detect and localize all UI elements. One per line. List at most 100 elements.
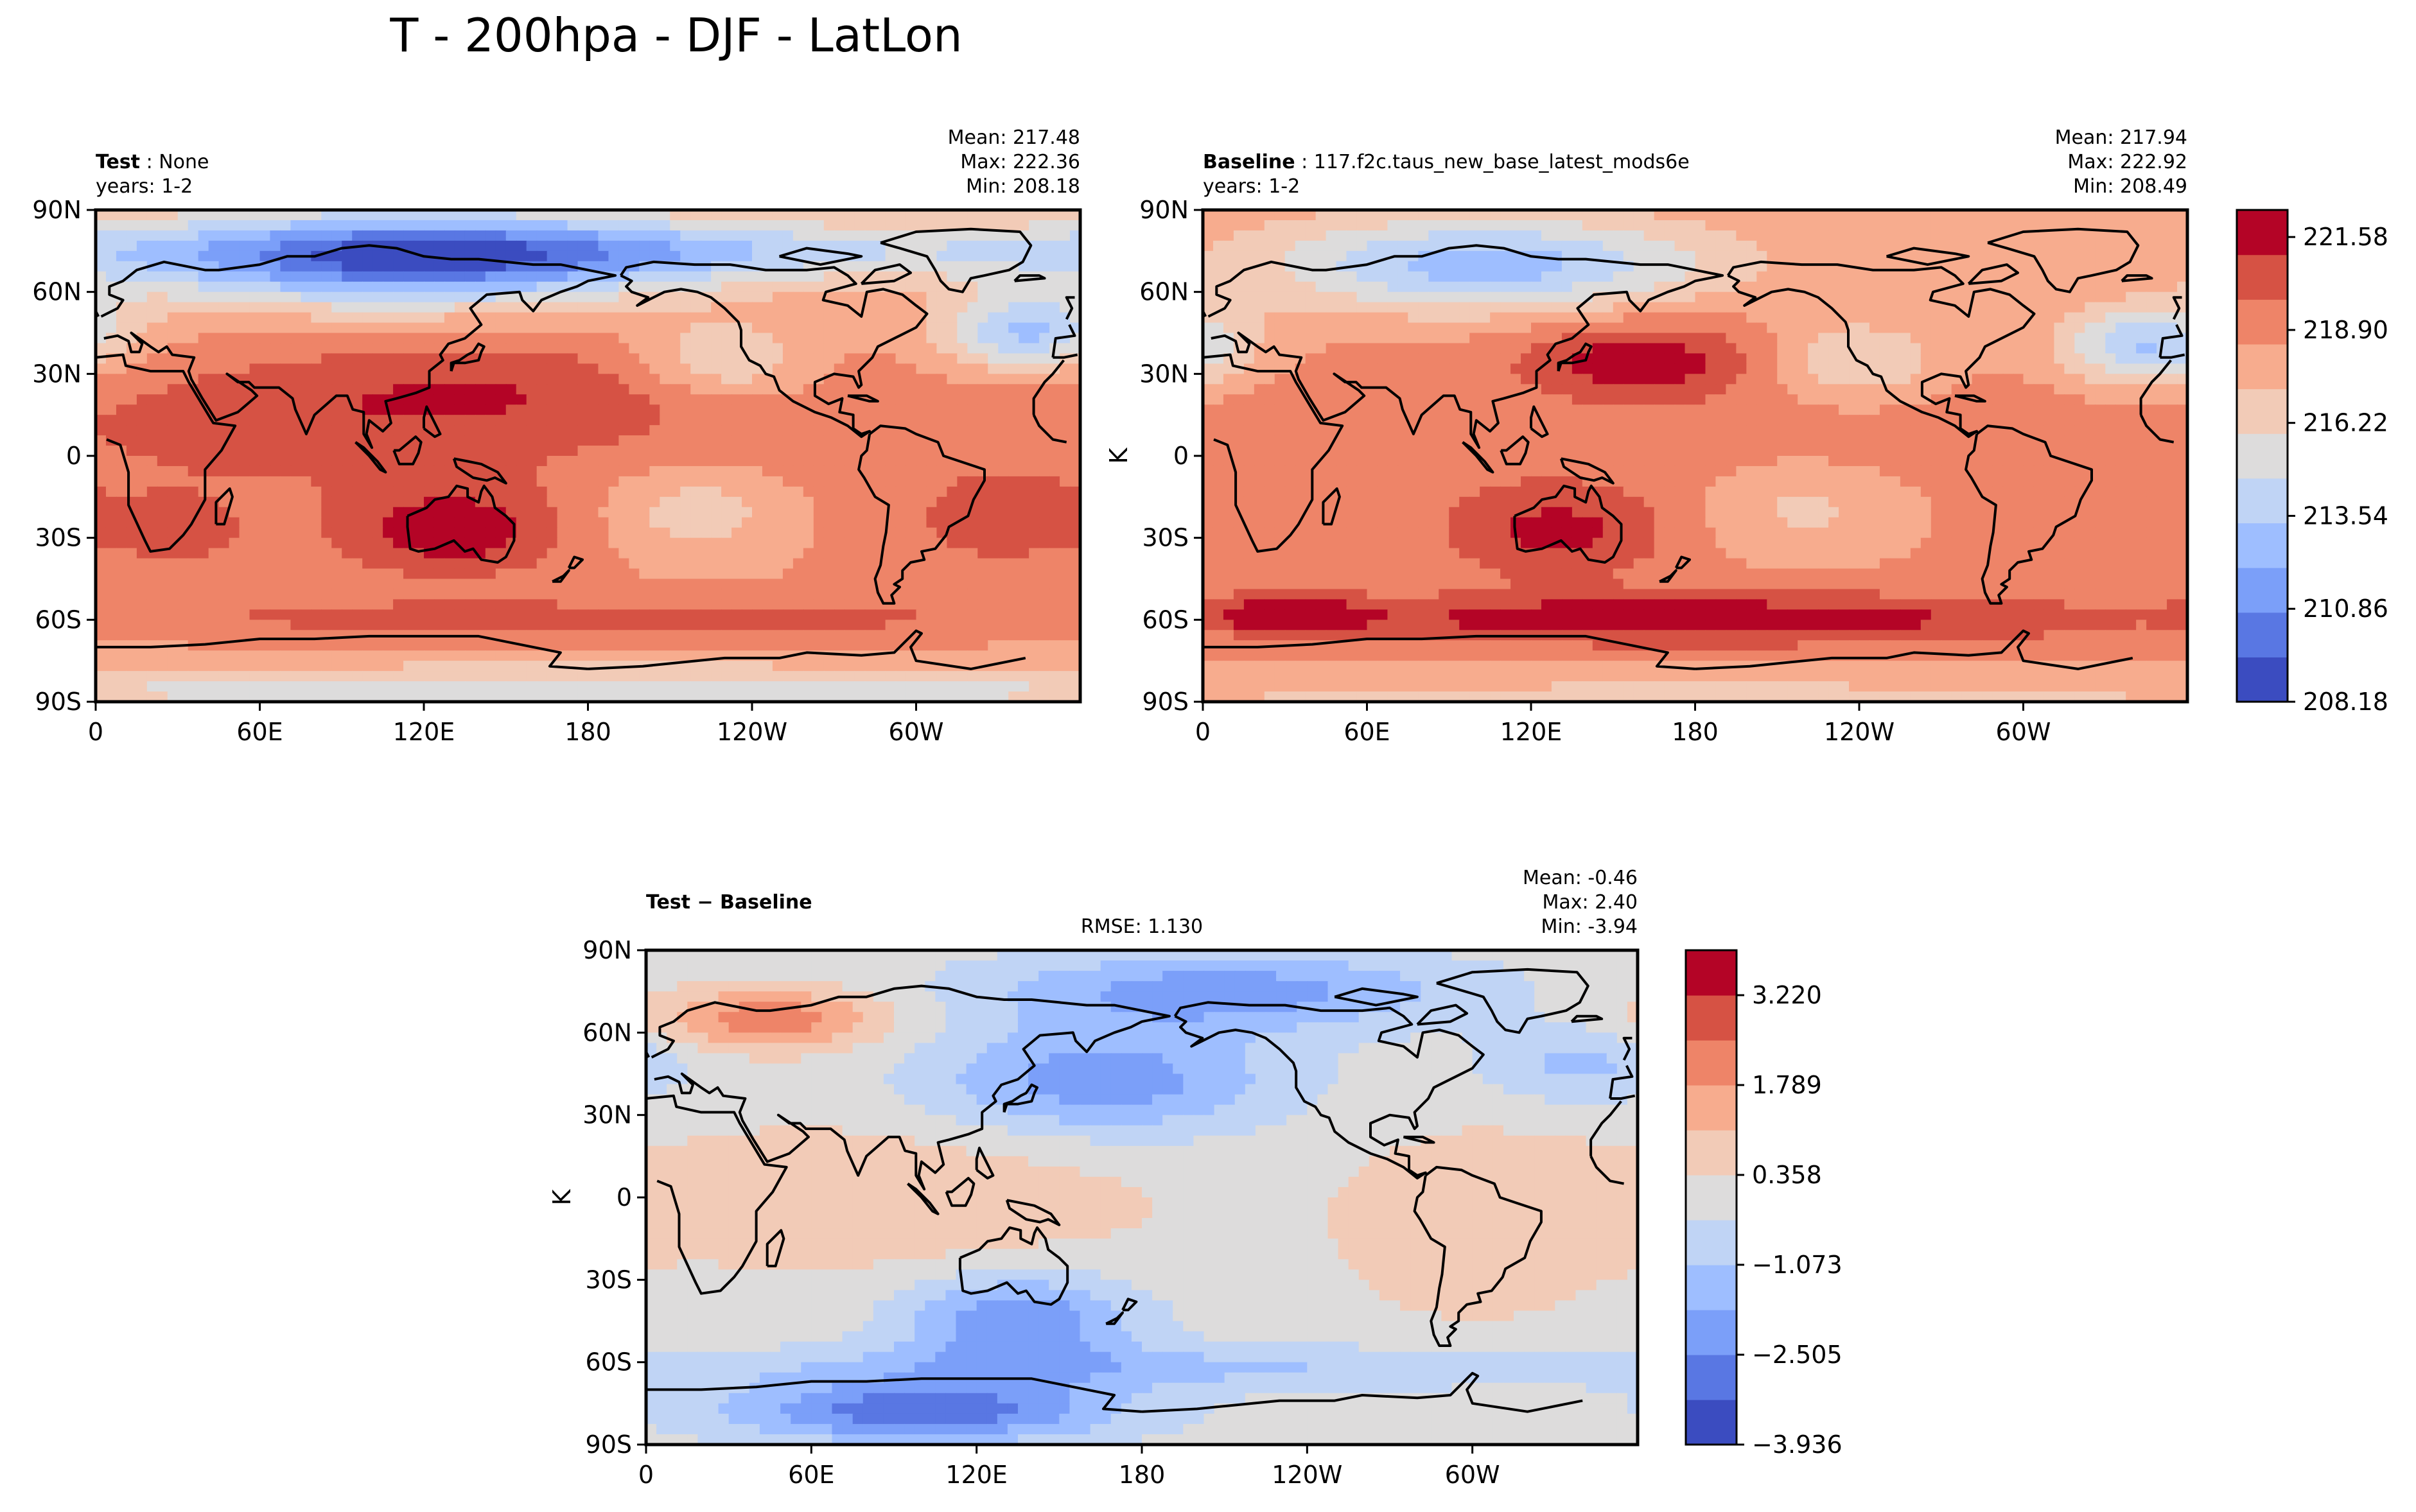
test-field-cell (844, 671, 855, 682)
test-field-cell (383, 271, 394, 282)
test-field-cell (998, 558, 1010, 569)
test-field-cell (495, 230, 507, 241)
test-field-cell (239, 363, 250, 375)
test-field-cell (505, 456, 517, 467)
test-field-cell (547, 230, 558, 241)
test-field-cell (660, 507, 671, 518)
test-field-cell (198, 517, 209, 528)
test-field-cell (505, 230, 517, 241)
test-field-cell (711, 630, 722, 641)
test-field-cell (424, 661, 435, 672)
test-field-cell (505, 404, 517, 415)
test-field-cell (239, 291, 250, 303)
test-field-cell (547, 240, 558, 252)
test-field-cell (229, 620, 240, 631)
test-field-cell (301, 353, 312, 365)
test-field-cell (505, 486, 517, 498)
baseline-field-cell (1602, 210, 1614, 221)
test-field-cell (1019, 465, 1029, 477)
test-field-cell (301, 671, 312, 682)
test-field-cell (96, 446, 107, 456)
test-field-cell (792, 527, 804, 539)
test-field-cell (1029, 210, 1040, 221)
test-field-cell (926, 578, 938, 590)
test-field-cell (803, 558, 814, 569)
test-field-cell (105, 630, 117, 641)
test-field-cell (701, 456, 712, 467)
test-field-cell (731, 220, 742, 231)
test-field-cell (618, 537, 630, 549)
test-field-cell (464, 394, 476, 406)
test-field-cell (711, 589, 722, 600)
test-field-cell (998, 250, 1010, 262)
test-field-cell (146, 271, 158, 282)
test-field-cell (454, 568, 466, 580)
test-field-cell (701, 220, 712, 231)
test-field-cell (772, 558, 783, 569)
test-field-cell (762, 291, 773, 303)
test-field-cell (383, 691, 394, 702)
test-field-cell (1070, 456, 1081, 467)
test-field-cell (188, 210, 199, 221)
test-field-cell (311, 486, 322, 498)
test-field-cell (424, 456, 435, 467)
baseline-field-cell (2023, 220, 2035, 231)
test-field-cell (670, 353, 681, 365)
test-field-cell (414, 527, 425, 539)
test-field-cell (957, 404, 968, 415)
test-field-cell (259, 661, 271, 672)
test-field-cell (208, 465, 220, 477)
test-field-cell (331, 496, 343, 508)
test-field-cell (393, 681, 404, 692)
test-field-cell (433, 578, 445, 590)
test-field-cell (629, 363, 640, 375)
test-field-cell (414, 404, 425, 415)
test-field-cell (485, 446, 496, 456)
test-field-cell (198, 527, 209, 539)
test-field-cell (311, 353, 322, 365)
test-field-cell (649, 640, 661, 652)
baseline-field-cell (1900, 220, 1911, 231)
test-field-cell (854, 640, 866, 652)
test-field-cell (290, 671, 302, 682)
test-field-cell (249, 425, 261, 436)
test-field-cell (198, 661, 209, 672)
test-field-cell (947, 537, 958, 549)
test-field-cell (1060, 261, 1071, 272)
test-field-cell (701, 527, 712, 539)
test-field-cell (270, 261, 281, 272)
test-field-cell (916, 599, 927, 611)
test-field-cell (403, 578, 414, 590)
test-field-cell (331, 558, 343, 569)
test-field-cell (424, 691, 435, 702)
test-field-cell (844, 435, 855, 446)
test-field-cell (567, 333, 579, 344)
test-field-cell (618, 568, 630, 580)
test-field-cell (229, 589, 240, 600)
test-field-cell (762, 210, 773, 221)
test-field-cell (454, 394, 466, 406)
test-field-cell (229, 527, 240, 539)
test-field-cell (96, 517, 107, 528)
test-field-cell (670, 527, 681, 539)
test-field-cell (690, 404, 701, 415)
test-field-cell (895, 691, 907, 702)
test-field-cell (414, 394, 425, 406)
test-field-cell (311, 620, 322, 631)
baseline-field-cell (1233, 240, 1245, 252)
test-field-cell (629, 620, 640, 631)
test-field-cell (803, 671, 814, 682)
test-field-cell (875, 640, 886, 652)
test-field-cell (721, 250, 732, 262)
test-field-cell (701, 425, 712, 436)
test-field-cell (618, 404, 630, 415)
test-field-cell (403, 496, 414, 508)
test-field-cell (403, 415, 414, 426)
test-field-cell (906, 333, 917, 344)
test-field-cell (331, 517, 343, 528)
test-field-cell (813, 517, 825, 528)
test-field-cell (639, 220, 651, 231)
test-field-cell (844, 312, 855, 324)
baseline-field-cell (1900, 230, 1911, 241)
test-field-cell (577, 220, 589, 231)
